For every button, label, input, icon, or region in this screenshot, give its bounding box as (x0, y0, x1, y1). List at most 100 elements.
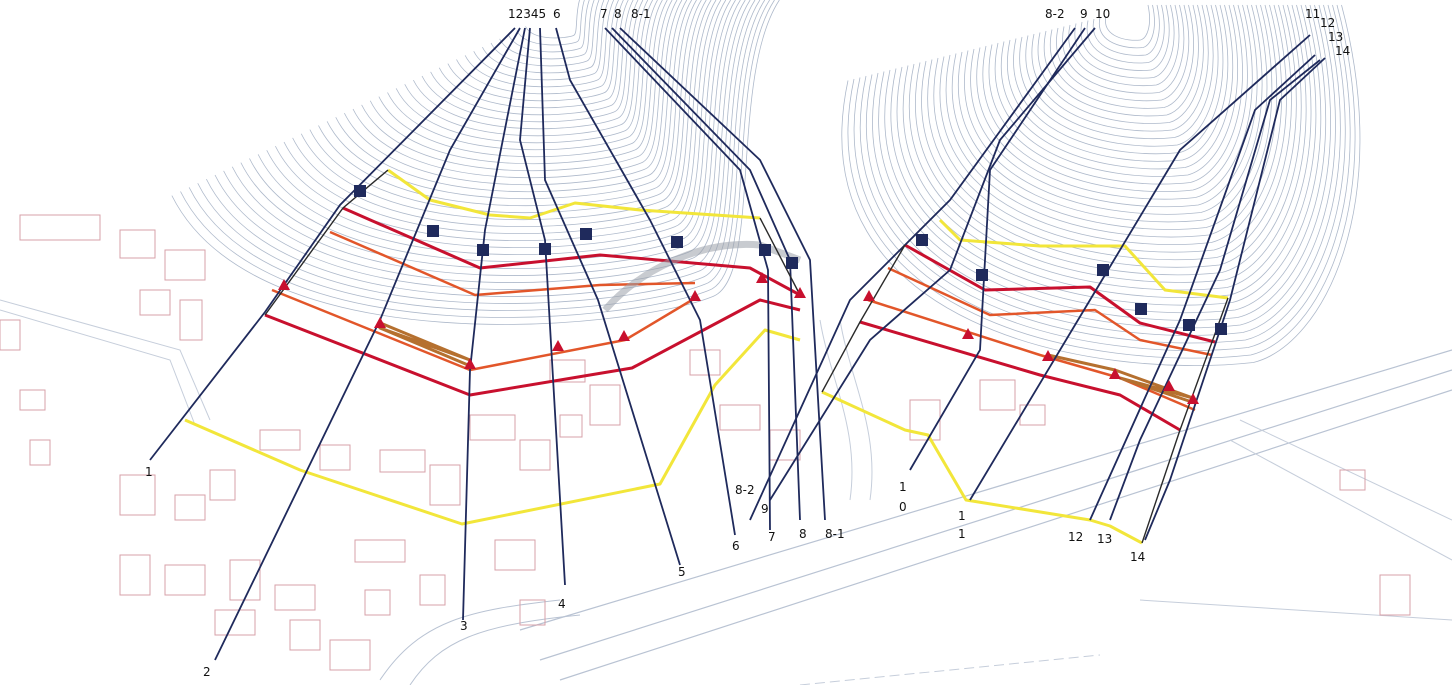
contour-line (1099, 4, 1155, 49)
bottom-label-14: 14 (1130, 550, 1145, 564)
contour-line (841, 4, 1361, 366)
survey-triangle-icon (278, 279, 290, 290)
building-footprint (979, 379, 1016, 411)
gray-rock-band (602, 240, 802, 313)
building-footprint (119, 229, 156, 259)
contour-line (395, 0, 653, 144)
contour-line (249, 0, 736, 262)
bottom-label-13: 13 (1097, 532, 1112, 546)
bottom-label-3: 3 (460, 619, 468, 633)
survey-triangle-icon (552, 340, 564, 351)
survey-triangle-icon (464, 358, 476, 369)
top-label-8-1: 8-1 (631, 7, 651, 21)
bottom-label-1: 1 (145, 465, 153, 479)
contour-line (188, 0, 770, 311)
building-footprint (1019, 404, 1046, 426)
control-point-square-icon (427, 225, 439, 237)
contour-line (335, 0, 688, 193)
contour-line (171, 0, 780, 325)
road-edge (0, 299, 211, 421)
building-footprint (0, 319, 21, 351)
control-point-square-icon (976, 269, 988, 281)
site-plan-background (0, 299, 1452, 685)
contour-line (1025, 4, 1214, 140)
contour-line (1001, 4, 1234, 170)
contour-line (421, 0, 639, 123)
control-point-square-icon (539, 243, 551, 255)
bottom-label-10-a: 1 (899, 480, 907, 494)
contour-line (915, 4, 1302, 276)
hazard-zones (184, 168, 1229, 545)
survey-triangle-icon (689, 290, 701, 301)
contour-line (369, 0, 668, 165)
control-point-square-icon (1215, 323, 1227, 335)
contour-line (231, 0, 746, 276)
building-footprint (119, 554, 151, 596)
red-zone-right-lower (859, 320, 1181, 432)
top-label-8-2: 8-2 (1045, 7, 1065, 21)
survey-triangle-icon (863, 290, 875, 301)
road-curve (379, 599, 561, 681)
contour-line (490, 0, 600, 67)
top-label-10: 10 (1095, 7, 1110, 21)
section-line (1109, 59, 1321, 521)
brown-zone-left (377, 320, 472, 367)
contour-line (516, 0, 585, 46)
top-label-13: 13 (1328, 30, 1343, 44)
railway-track (519, 349, 1452, 631)
top-label-8: 8 (614, 7, 622, 21)
bottom-label-6: 6 (732, 539, 740, 553)
contour-line (309, 0, 702, 213)
contour-line (1105, 4, 1150, 41)
survey-triangle-icon (1163, 380, 1175, 391)
bottom-label-8-1: 8-1 (825, 527, 845, 541)
railway-track (559, 389, 1452, 681)
contour-line (1013, 4, 1224, 155)
section-line (462, 27, 526, 621)
top-label-12: 12 (1320, 16, 1335, 30)
building-footprint (719, 404, 761, 431)
survey-triangle-icon (1187, 393, 1199, 404)
survey-triangle-icon (794, 287, 806, 298)
contour-lines (171, 0, 1361, 366)
section-line (555, 27, 736, 536)
section-line (1144, 57, 1326, 541)
contour-line (180, 0, 775, 318)
contour-line (387, 0, 658, 151)
contour-line (1056, 4, 1190, 102)
contour-line (430, 0, 634, 116)
section-line (769, 27, 1096, 501)
bottom-label-12: 12 (1068, 530, 1083, 544)
orange-zone-right-upper (887, 266, 1213, 357)
bottom-label-7: 7 (768, 530, 776, 544)
markers (278, 185, 1227, 404)
contour-line (1043, 4, 1199, 117)
building-footprint (174, 494, 206, 521)
building-footprint (139, 289, 171, 316)
building-footprint (559, 414, 583, 438)
control-point-square-icon (477, 244, 489, 256)
river-bank (819, 319, 853, 501)
top-label-7: 7 (600, 7, 608, 21)
contour-line (1080, 4, 1170, 71)
road-edge (1229, 439, 1452, 561)
contour-line (240, 0, 741, 269)
contour-line (473, 0, 610, 81)
building-footprint (549, 359, 586, 383)
red-zone-right-upper (904, 243, 1216, 344)
orange-zone-right-lower (867, 298, 1196, 412)
contour-line (988, 4, 1243, 185)
control-point-square-icon (1097, 264, 1109, 276)
road-edge (799, 654, 1101, 685)
top-label-11: 11 (1305, 7, 1320, 21)
survey-triangle-icon (962, 328, 974, 339)
section-line (519, 27, 566, 586)
railway-track (539, 369, 1452, 661)
top-label-9: 9 (1080, 7, 1088, 21)
zone-boundary-line (821, 244, 906, 393)
yellow-zone-bottom-right (821, 390, 1143, 545)
contour-line (525, 0, 580, 39)
building-footprint (229, 559, 261, 601)
building-footprint (429, 464, 461, 506)
